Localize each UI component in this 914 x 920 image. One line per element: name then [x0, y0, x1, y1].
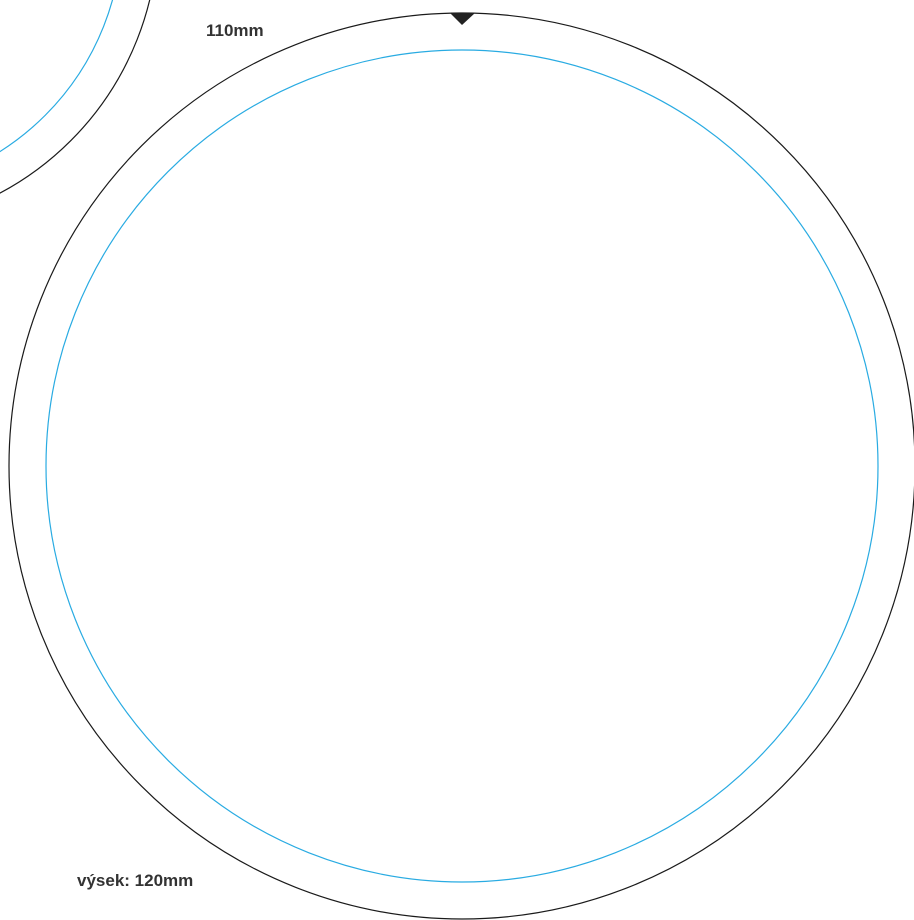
inner-diameter-label: 110mm — [206, 21, 264, 40]
cut-diameter-label: výsek: 120mm — [77, 871, 194, 890]
main-safe-circle — [45, 49, 879, 883]
neighbor-safe-circle — [0, 0, 114, 153]
main-cut-circle — [8, 12, 914, 920]
triangle-down-marker-icon — [450, 13, 475, 25]
neighbor-cut-circle — [0, 0, 151, 194]
